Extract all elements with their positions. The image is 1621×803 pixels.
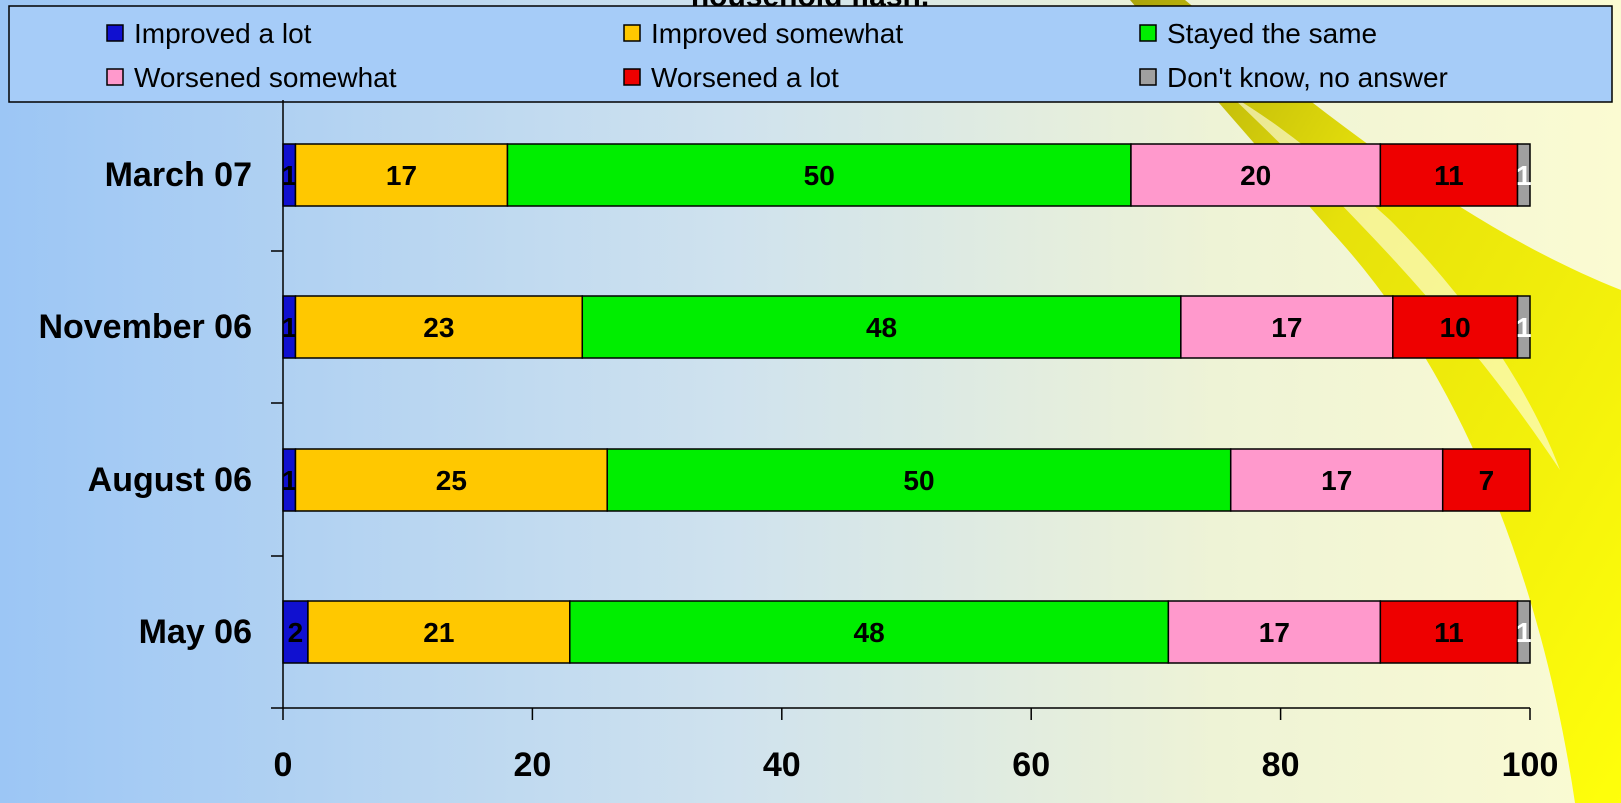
bar-value-label: 23: [423, 312, 454, 343]
category-label: May 06: [139, 613, 252, 651]
legend-label: Don't know, no answer: [1167, 62, 1448, 93]
bar-value-label: 20: [1240, 160, 1271, 191]
bar-value-label: 1: [1516, 160, 1532, 191]
bar-value-label: 2: [288, 617, 304, 648]
bar-value-label: 17: [1321, 465, 1352, 496]
category-label: March 07: [105, 156, 252, 194]
bar-value-label: 48: [866, 312, 897, 343]
bar-value-label: 17: [1259, 617, 1290, 648]
category-label: November 06: [38, 308, 252, 346]
bar-value-label: 21: [423, 617, 454, 648]
legend-swatch: [107, 25, 123, 41]
legend-label: Worsened a lot: [651, 62, 839, 93]
legend-swatch: [624, 25, 640, 41]
legend-label: Worsened somewhat: [134, 62, 397, 93]
legend-swatch: [1140, 25, 1156, 41]
bar-value-label: 1: [1516, 312, 1532, 343]
bar-value-label: 50: [903, 465, 934, 496]
bar-value-label: 11: [1434, 160, 1464, 191]
legend-label: Improved a lot: [134, 18, 312, 49]
bar-value-label: 17: [386, 160, 417, 191]
legend-swatch: [107, 69, 123, 85]
bar-value-label: 1: [281, 465, 297, 496]
bar-value-label: 1: [281, 312, 297, 343]
bar-value-label: 25: [436, 465, 467, 496]
bar-value-label: 50: [804, 160, 835, 191]
bar-value-label: 48: [854, 617, 885, 648]
legend-swatch: [624, 69, 640, 85]
x-tick-label: 40: [763, 746, 801, 784]
legend-label: Stayed the same: [1167, 18, 1377, 49]
bar-value-label: 11: [1434, 617, 1464, 648]
x-tick-label: 20: [513, 746, 551, 784]
x-tick-label: 60: [1012, 746, 1050, 784]
bar-value-label: 1: [281, 160, 297, 191]
legend-label: Improved somewhat: [651, 18, 903, 49]
x-tick-label: 100: [1502, 746, 1559, 784]
legend-swatch: [1140, 69, 1156, 85]
x-tick-label: 0: [274, 746, 293, 784]
bar-value-label: 7: [1479, 465, 1495, 496]
bar-value-label: 17: [1271, 312, 1302, 343]
bar-value-label: 1: [1516, 617, 1532, 648]
x-tick-label: 80: [1262, 746, 1300, 784]
bar-value-label: 10: [1440, 312, 1471, 343]
category-label: August 06: [88, 461, 252, 499]
